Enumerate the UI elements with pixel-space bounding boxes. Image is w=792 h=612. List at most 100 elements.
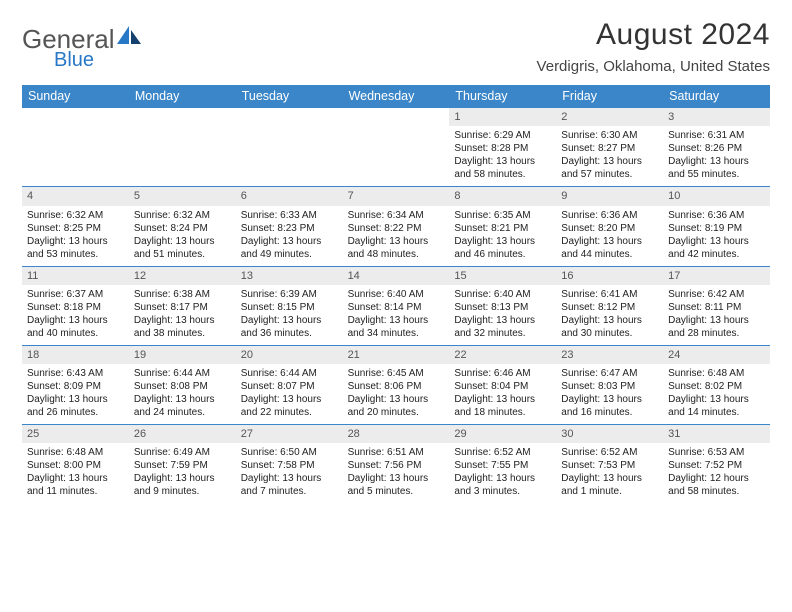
day-content: Sunrise: 6:40 AMSunset: 8:14 PMDaylight:… — [343, 285, 450, 345]
day-content: Sunrise: 6:37 AMSunset: 8:18 PMDaylight:… — [22, 285, 129, 345]
day-cell — [343, 108, 450, 186]
daylight-line: Daylight: 13 hours and 16 minutes. — [561, 393, 658, 419]
weekday-cell: Saturday — [663, 85, 770, 107]
daylight-line: Daylight: 13 hours and 1 minute. — [561, 472, 658, 498]
day-number: 4 — [22, 187, 129, 205]
day-content: Sunrise: 6:43 AMSunset: 8:09 PMDaylight:… — [22, 364, 129, 424]
day-content: Sunrise: 6:31 AMSunset: 8:26 PMDaylight:… — [663, 126, 770, 186]
sunset-line: Sunset: 8:14 PM — [348, 301, 445, 314]
daylight-line: Daylight: 13 hours and 3 minutes. — [454, 472, 551, 498]
sunrise-line: Sunrise: 6:44 AM — [241, 367, 338, 380]
sunset-line: Sunset: 7:56 PM — [348, 459, 445, 472]
sunrise-line: Sunrise: 6:31 AM — [668, 129, 765, 142]
sunrise-line: Sunrise: 6:43 AM — [27, 367, 124, 380]
daylight-line: Daylight: 13 hours and 30 minutes. — [561, 314, 658, 340]
day-number: 23 — [556, 346, 663, 364]
day-cell: 3Sunrise: 6:31 AMSunset: 8:26 PMDaylight… — [663, 108, 770, 186]
day-cell: 20Sunrise: 6:44 AMSunset: 8:07 PMDayligh… — [236, 346, 343, 424]
daylight-line: Daylight: 13 hours and 58 minutes. — [454, 155, 551, 181]
day-content: Sunrise: 6:44 AMSunset: 8:07 PMDaylight:… — [236, 364, 343, 424]
daylight-line: Daylight: 13 hours and 28 minutes. — [668, 314, 765, 340]
sunset-line: Sunset: 8:25 PM — [27, 222, 124, 235]
daylight-line: Daylight: 13 hours and 51 minutes. — [134, 235, 231, 261]
day-content: Sunrise: 6:42 AMSunset: 8:11 PMDaylight:… — [663, 285, 770, 345]
day-number: 16 — [556, 267, 663, 285]
day-number: 26 — [129, 425, 236, 443]
daylight-line: Daylight: 13 hours and 57 minutes. — [561, 155, 658, 181]
day-content: Sunrise: 6:30 AMSunset: 8:27 PMDaylight:… — [556, 126, 663, 186]
daylight-line: Daylight: 13 hours and 7 minutes. — [241, 472, 338, 498]
sunset-line: Sunset: 8:07 PM — [241, 380, 338, 393]
weekday-cell: Friday — [556, 85, 663, 107]
sunset-line: Sunset: 8:27 PM — [561, 142, 658, 155]
title-block: August 2024 Verdigris, Oklahoma, United … — [537, 18, 770, 75]
day-cell: 22Sunrise: 6:46 AMSunset: 8:04 PMDayligh… — [449, 346, 556, 424]
daylight-line: Daylight: 13 hours and 48 minutes. — [348, 235, 445, 261]
day-cell: 18Sunrise: 6:43 AMSunset: 8:09 PMDayligh… — [22, 346, 129, 424]
day-cell: 1Sunrise: 6:29 AMSunset: 8:28 PMDaylight… — [449, 108, 556, 186]
day-content: Sunrise: 6:39 AMSunset: 8:15 PMDaylight:… — [236, 285, 343, 345]
empty-day — [343, 108, 450, 124]
day-cell: 30Sunrise: 6:52 AMSunset: 7:53 PMDayligh… — [556, 425, 663, 503]
day-content: Sunrise: 6:36 AMSunset: 8:20 PMDaylight:… — [556, 206, 663, 266]
sunset-line: Sunset: 8:11 PM — [668, 301, 765, 314]
sunset-line: Sunset: 8:13 PM — [454, 301, 551, 314]
sunrise-line: Sunrise: 6:40 AM — [348, 288, 445, 301]
day-number: 24 — [663, 346, 770, 364]
day-cell: 26Sunrise: 6:49 AMSunset: 7:59 PMDayligh… — [129, 425, 236, 503]
empty-day — [22, 108, 129, 124]
day-number: 9 — [556, 187, 663, 205]
sunrise-line: Sunrise: 6:52 AM — [454, 446, 551, 459]
weekday-cell: Sunday — [22, 85, 129, 107]
day-number: 10 — [663, 187, 770, 205]
sunrise-line: Sunrise: 6:46 AM — [454, 367, 551, 380]
daylight-line: Daylight: 13 hours and 5 minutes. — [348, 472, 445, 498]
sunset-line: Sunset: 8:04 PM — [454, 380, 551, 393]
sunset-line: Sunset: 8:19 PM — [668, 222, 765, 235]
day-number: 28 — [343, 425, 450, 443]
month-title: August 2024 — [537, 18, 770, 52]
day-number: 29 — [449, 425, 556, 443]
day-content: Sunrise: 6:40 AMSunset: 8:13 PMDaylight:… — [449, 285, 556, 345]
sunset-line: Sunset: 8:08 PM — [134, 380, 231, 393]
day-number: 5 — [129, 187, 236, 205]
day-number: 27 — [236, 425, 343, 443]
day-number: 13 — [236, 267, 343, 285]
day-number: 1 — [449, 108, 556, 126]
day-cell — [236, 108, 343, 186]
sunrise-line: Sunrise: 6:33 AM — [241, 209, 338, 222]
sunrise-line: Sunrise: 6:32 AM — [27, 209, 124, 222]
sunset-line: Sunset: 7:55 PM — [454, 459, 551, 472]
sunset-line: Sunset: 8:03 PM — [561, 380, 658, 393]
sunset-line: Sunset: 8:28 PM — [454, 142, 551, 155]
day-content: Sunrise: 6:34 AMSunset: 8:22 PMDaylight:… — [343, 206, 450, 266]
sunrise-line: Sunrise: 6:37 AM — [27, 288, 124, 301]
daylight-line: Daylight: 13 hours and 38 minutes. — [134, 314, 231, 340]
sunset-line: Sunset: 8:20 PM — [561, 222, 658, 235]
sunset-line: Sunset: 8:26 PM — [668, 142, 765, 155]
daylight-line: Daylight: 13 hours and 18 minutes. — [454, 393, 551, 419]
day-cell: 14Sunrise: 6:40 AMSunset: 8:14 PMDayligh… — [343, 267, 450, 345]
week-row: 11Sunrise: 6:37 AMSunset: 8:18 PMDayligh… — [22, 266, 770, 345]
day-number: 11 — [22, 267, 129, 285]
day-content: Sunrise: 6:38 AMSunset: 8:17 PMDaylight:… — [129, 285, 236, 345]
day-number: 14 — [343, 267, 450, 285]
day-content: Sunrise: 6:41 AMSunset: 8:12 PMDaylight:… — [556, 285, 663, 345]
sunrise-line: Sunrise: 6:38 AM — [134, 288, 231, 301]
day-content: Sunrise: 6:51 AMSunset: 7:56 PMDaylight:… — [343, 443, 450, 503]
day-cell: 7Sunrise: 6:34 AMSunset: 8:22 PMDaylight… — [343, 187, 450, 265]
logo: General Blue — [22, 18, 145, 72]
sunset-line: Sunset: 8:12 PM — [561, 301, 658, 314]
sunset-line: Sunset: 8:21 PM — [454, 222, 551, 235]
day-number: 3 — [663, 108, 770, 126]
sunrise-line: Sunrise: 6:45 AM — [348, 367, 445, 380]
sunrise-line: Sunrise: 6:40 AM — [454, 288, 551, 301]
empty-day — [129, 108, 236, 124]
logo-text: General Blue — [22, 24, 145, 72]
sunset-line: Sunset: 7:59 PM — [134, 459, 231, 472]
sunrise-line: Sunrise: 6:52 AM — [561, 446, 658, 459]
day-cell: 28Sunrise: 6:51 AMSunset: 7:56 PMDayligh… — [343, 425, 450, 503]
sunrise-line: Sunrise: 6:51 AM — [348, 446, 445, 459]
daylight-line: Daylight: 13 hours and 55 minutes. — [668, 155, 765, 181]
daylight-line: Daylight: 13 hours and 36 minutes. — [241, 314, 338, 340]
